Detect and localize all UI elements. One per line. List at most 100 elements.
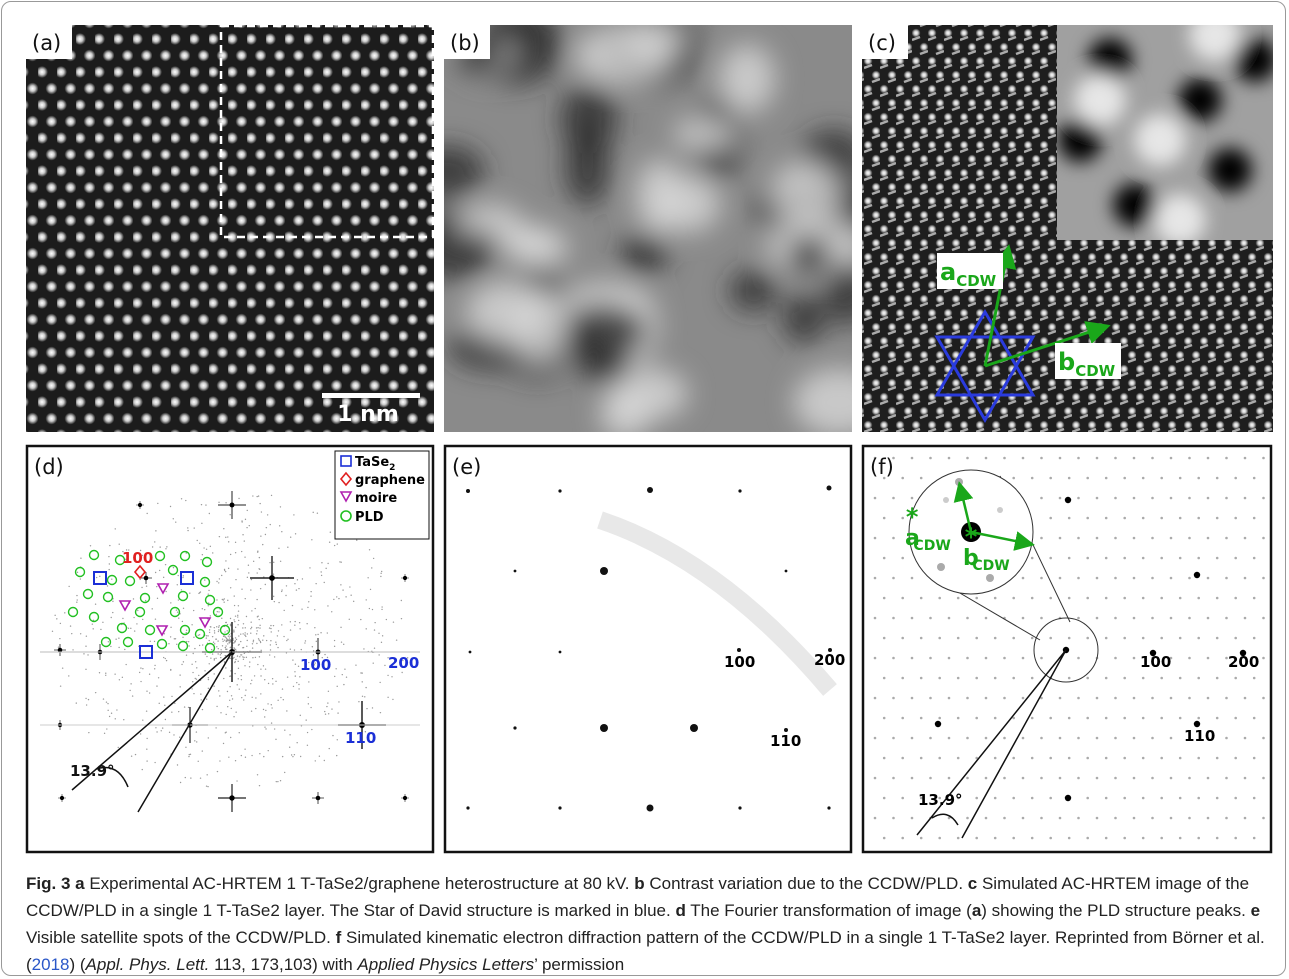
satellite-spot [1031, 797, 1034, 800]
noise [281, 531, 282, 532]
noise [193, 610, 194, 611]
noise [317, 513, 318, 514]
satellite-spot [966, 737, 969, 740]
noise [185, 747, 186, 748]
noise [232, 698, 233, 699]
noise [170, 506, 171, 507]
legend-label: moire [355, 491, 397, 506]
satellite-spot [1142, 677, 1145, 680]
noise [235, 659, 236, 660]
satellite-spot [1262, 697, 1265, 700]
noise [281, 624, 282, 625]
noise [171, 712, 172, 713]
noise [293, 514, 294, 515]
satellite-spot [1096, 777, 1099, 780]
satellite-spot [874, 537, 877, 540]
noise [156, 685, 157, 686]
noise [245, 689, 246, 690]
noise [227, 706, 228, 707]
satellite-spot [1234, 517, 1237, 520]
noise [229, 642, 230, 643]
noise [210, 546, 211, 547]
noise [125, 664, 126, 665]
noise [146, 749, 147, 750]
noise [259, 627, 260, 628]
noise [246, 527, 247, 528]
noise [310, 595, 311, 596]
noise [328, 691, 329, 692]
noise [362, 681, 363, 682]
noise [381, 642, 382, 643]
spot [513, 726, 516, 729]
satellite-spot [1049, 477, 1052, 480]
satellite-spot [1133, 457, 1136, 460]
spot [690, 724, 698, 732]
satellite-spot [1253, 517, 1256, 520]
satellite-spot [892, 577, 895, 580]
noise [382, 635, 383, 636]
noise [229, 634, 230, 635]
noise [95, 692, 96, 693]
noise [190, 777, 191, 778]
noise [344, 669, 345, 670]
satellite-spot [1179, 517, 1182, 520]
noise [198, 675, 199, 676]
noise [197, 540, 198, 541]
contrast-blob [621, 232, 668, 274]
noise [214, 627, 215, 628]
noise [201, 523, 202, 524]
noise [331, 708, 332, 709]
satellite-spot [1031, 597, 1034, 600]
noise [71, 633, 72, 634]
satellite-spot [1077, 537, 1080, 540]
caption-run[interactable]: 2018 [32, 955, 70, 974]
satellite-spot [1188, 577, 1191, 580]
noise [227, 624, 228, 625]
noise [220, 657, 221, 658]
noise [255, 697, 256, 698]
noise [175, 638, 176, 639]
light-blob [1189, 9, 1241, 61]
text-part: a [940, 258, 956, 286]
satellite-spot [892, 737, 895, 740]
noise [146, 513, 147, 514]
text-part: TaSe [355, 455, 389, 470]
text-part: CDW [972, 558, 1009, 574]
satellite-spot [966, 457, 969, 460]
noise [273, 625, 274, 626]
noise [217, 640, 218, 641]
noise [154, 541, 155, 542]
noise [329, 542, 330, 543]
noise [210, 615, 211, 616]
noise [159, 546, 160, 547]
noise [173, 567, 174, 568]
satellite-spot [883, 837, 886, 840]
satellite-spot [985, 697, 988, 700]
satellite-spot [1170, 697, 1173, 700]
satellite-spot [1133, 697, 1136, 700]
noise [154, 762, 155, 763]
satellite-spot [957, 637, 960, 640]
satellite-spot [1096, 697, 1099, 700]
decoration [955, 478, 963, 486]
satellite-spot [1197, 757, 1200, 760]
noise [217, 611, 218, 612]
noise [239, 732, 240, 733]
noise [346, 676, 347, 677]
noise [140, 681, 141, 682]
peak-core [269, 575, 275, 581]
noise [118, 638, 119, 639]
noise [235, 661, 236, 662]
noise [293, 686, 294, 687]
noise [325, 568, 326, 569]
satellite-spot [1003, 697, 1006, 700]
satellite-spot [883, 597, 886, 600]
satellite-spot [1160, 517, 1163, 520]
satellite-spot [1151, 777, 1154, 780]
satellite-spot [1216, 837, 1219, 840]
noise [258, 568, 259, 569]
satellite-spot [1096, 737, 1099, 740]
satellite-spot [1160, 677, 1163, 680]
satellite-spot [1133, 497, 1136, 500]
noise [366, 628, 367, 629]
